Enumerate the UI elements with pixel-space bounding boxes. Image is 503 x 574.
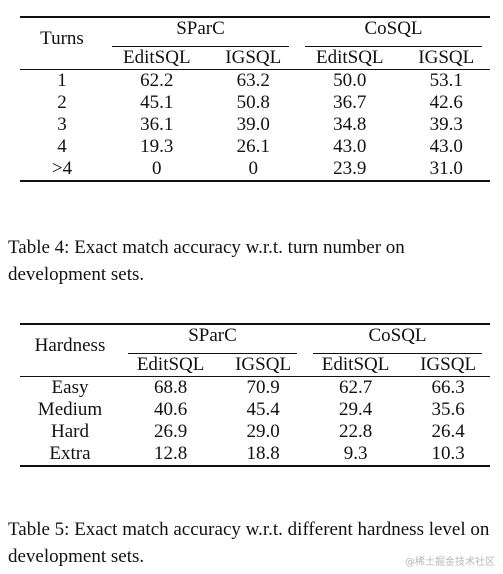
row-label: 1 xyxy=(57,70,67,91)
table-cell: 62.7 xyxy=(338,377,373,398)
table-cell: 31.0 xyxy=(429,158,463,179)
row-label: 2 xyxy=(57,92,67,113)
row-label: 3 xyxy=(57,114,67,135)
column-header: IGSQL xyxy=(209,47,297,70)
table-cell: 53.1 xyxy=(429,70,463,91)
table-cell: 12.8 xyxy=(153,443,188,464)
table-cell: 42.6 xyxy=(429,92,463,113)
table-cell: 39.0 xyxy=(236,114,270,135)
table-row: Easy 68.8 70.9 62.7 66.3 xyxy=(20,377,490,400)
row-label: >4 xyxy=(51,158,73,179)
column-header: EditSQL xyxy=(104,47,210,70)
row-label: 4 xyxy=(57,136,67,157)
table-cell: 39.3 xyxy=(429,114,463,135)
table-row: 2 45.1 50.8 36.7 42.6 xyxy=(20,92,490,114)
column-header: IGSQL xyxy=(402,47,490,70)
table-cell: 43.0 xyxy=(429,136,463,157)
group-header-sparc: SParC xyxy=(120,324,305,354)
table-row: 3 36.1 39.0 34.8 39.3 xyxy=(20,114,490,136)
row-label: Extra xyxy=(49,443,91,464)
row-header: Hardness xyxy=(20,324,120,377)
table-cell: 68.8 xyxy=(153,377,188,398)
row-header: Turns xyxy=(20,17,104,70)
table-row: Hard 26.9 29.0 22.8 26.4 xyxy=(20,421,490,443)
table-cell: 26.4 xyxy=(431,421,465,442)
table-cell: 62.2 xyxy=(140,70,174,91)
table-cell: 36.1 xyxy=(140,114,174,135)
row-label: Medium xyxy=(37,399,103,420)
table-cell: 43.0 xyxy=(333,136,367,157)
table-cell: 26.1 xyxy=(236,136,270,157)
watermark: @稀土掘金技术社区 xyxy=(405,557,495,568)
table-cell: 22.8 xyxy=(338,421,373,442)
table-cell: 40.6 xyxy=(153,399,188,420)
group-header-sparc: SParC xyxy=(104,17,297,47)
table-cell: 36.7 xyxy=(333,92,367,113)
table-cell: 70.9 xyxy=(246,377,280,398)
table-cell: 66.3 xyxy=(431,377,465,398)
table-cell: 0 xyxy=(152,158,162,179)
table-cell: 19.3 xyxy=(140,136,174,157)
table-cell: 29.0 xyxy=(246,421,280,442)
table-cell: 0 xyxy=(248,158,259,179)
table-cell: 63.2 xyxy=(236,70,270,91)
row-label: Hard xyxy=(51,421,89,442)
table-cell: 9.3 xyxy=(343,443,368,464)
table-row: Extra 12.8 18.8 9.3 10.3 xyxy=(20,443,490,466)
column-header: IGSQL xyxy=(221,354,305,377)
table-cell: 29.4 xyxy=(338,399,373,420)
table-cell: 45.4 xyxy=(246,399,280,420)
row-label: Easy xyxy=(51,377,89,398)
table-row: >4 0 0 23.9 31.0 xyxy=(20,158,490,181)
column-header: IGSQL xyxy=(406,354,490,377)
group-header-cosql: CoSQL xyxy=(297,17,490,47)
table-cell: 18.8 xyxy=(246,443,280,464)
table-row: Medium 40.6 45.4 29.4 35.6 xyxy=(20,399,490,421)
table-cell: 26.9 xyxy=(153,421,188,442)
table-caption: Table 5: Exact match accuracy w.r.t. dif… xyxy=(8,519,490,567)
table-cell: 23.9 xyxy=(333,158,367,179)
table-cell: 50.8 xyxy=(236,92,270,113)
table-cell: 10.3 xyxy=(431,443,465,464)
table-cell: 35.6 xyxy=(431,399,465,420)
turns-accuracy-table: Turns SParC CoSQL EditSQL IGSQL EditSQL … xyxy=(20,16,490,182)
column-header: EditSQL xyxy=(296,47,403,70)
table-row: 1 62.2 63.2 50.0 53.1 xyxy=(20,70,490,93)
group-header-cosql: CoSQL xyxy=(305,324,490,354)
hardness-accuracy-table: Hardness SParC CoSQL EditSQL IGSQL EditS… xyxy=(20,323,490,467)
table-cell: 34.8 xyxy=(333,114,367,135)
table-cell: 50.0 xyxy=(333,70,367,91)
column-header: EditSQL xyxy=(304,354,407,377)
column-header: EditSQL xyxy=(120,354,222,377)
table-caption: Table 4: Exact match accuracy w.r.t. tur… xyxy=(8,237,405,285)
table-row: 4 19.3 26.1 43.0 43.0 xyxy=(20,136,490,158)
table-cell: 45.1 xyxy=(140,92,174,113)
